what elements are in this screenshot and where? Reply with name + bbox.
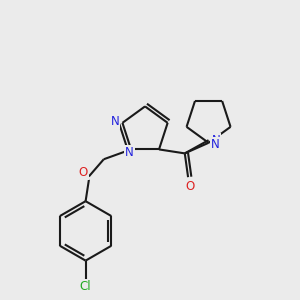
Text: Cl: Cl [80,280,92,292]
Text: N: N [125,146,134,159]
Text: N: N [111,115,119,128]
Text: N: N [211,138,220,151]
Text: O: O [185,180,194,193]
Text: N: N [212,134,220,147]
Text: O: O [78,166,88,179]
